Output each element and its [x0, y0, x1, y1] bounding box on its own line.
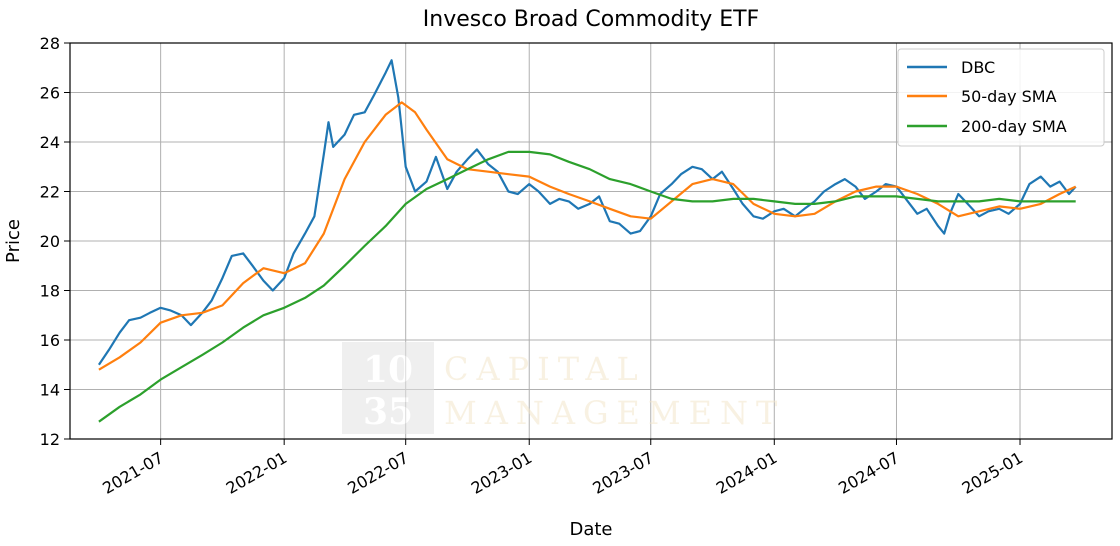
- legend-label-50-day-sma: 50-day SMA: [961, 87, 1057, 106]
- series-line-dbc: [97, 59, 1077, 366]
- y-tick-label: 20: [40, 232, 60, 251]
- y-axis: 12 14 16 18 20 22 24 26 28: [40, 34, 70, 449]
- watermark-box: [342, 342, 434, 434]
- watermark-line2: MANAGEMENT: [444, 394, 785, 432]
- y-tick-label: 12: [40, 430, 60, 449]
- y-tick-label: 24: [40, 133, 60, 152]
- series-line-200-day-sma: [98, 150, 1076, 423]
- y-tick-label: 16: [40, 331, 60, 350]
- series-line-50-day-sma: [98, 101, 1077, 371]
- chart-title: Invesco Broad Commodity ETF: [423, 7, 759, 32]
- legend-box: [897, 48, 1105, 147]
- x-tick-label: 2024-07: [835, 448, 902, 498]
- watermark-number-bottom: 35: [363, 391, 413, 433]
- x-tick-label: 2022-01: [223, 448, 290, 498]
- y-axis-title: Price: [3, 219, 24, 263]
- legend: DBC 50-day SMA 200-day SMA: [897, 48, 1105, 147]
- x-tick-label: 2023-01: [468, 448, 535, 498]
- x-tick-label: 2024-01: [713, 448, 780, 498]
- y-tick-label: 28: [40, 34, 60, 53]
- y-tick-label: 22: [40, 183, 60, 202]
- x-tick-label: 2021-07: [99, 448, 166, 498]
- legend-label-dbc: DBC: [961, 58, 995, 77]
- y-tick-label: 18: [40, 282, 60, 301]
- y-tick-label: 26: [40, 84, 60, 103]
- legend-label-200-day-sma: 200-day SMA: [961, 117, 1067, 136]
- watermark-logo: 10 35 CAPITAL MANAGEMENT: [342, 342, 785, 434]
- x-axis: 2021-07 2022-01 2022-07 2023-01 2023-07 2024-…: [99, 439, 1026, 498]
- y-tick-label: 14: [40, 381, 60, 400]
- x-axis-title: Date: [569, 519, 612, 540]
- x-tick-label: 2023-07: [589, 448, 656, 498]
- watermark-line1: CAPITAL: [444, 350, 646, 388]
- watermark-number-top: 10: [363, 349, 413, 391]
- series-layer: [97, 59, 1077, 423]
- x-tick-label: 2022-07: [344, 448, 411, 498]
- x-tick-label: 2025-01: [959, 448, 1026, 498]
